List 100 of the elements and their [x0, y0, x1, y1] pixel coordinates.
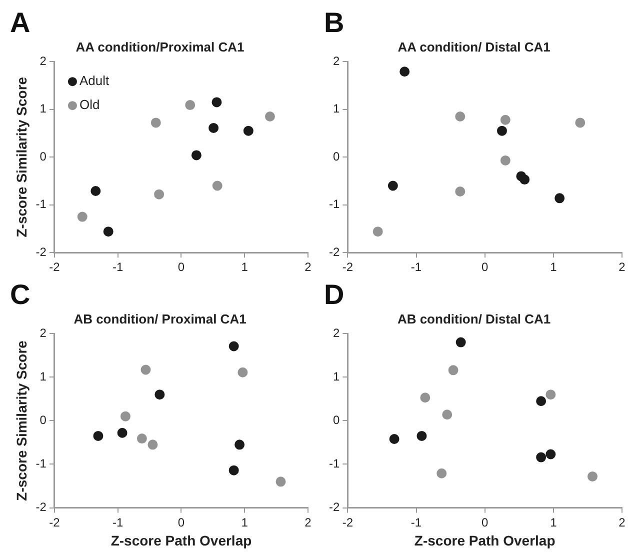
legend-label: Old: [79, 97, 100, 112]
y-tick-label: -1: [36, 197, 47, 212]
chart-title: AA condition/Proximal CA1: [76, 39, 244, 54]
point: [154, 189, 164, 200]
point: [154, 390, 165, 400]
point: [228, 341, 239, 352]
point: [420, 392, 430, 403]
x-tick-label: -2: [49, 260, 60, 274]
point: [448, 365, 458, 376]
point: [388, 180, 398, 191]
x-tick-label: -1: [112, 260, 124, 274]
y-tick-label: 1: [332, 102, 340, 116]
point: [575, 118, 586, 128]
x-tick-label: 2: [304, 515, 312, 530]
point: [436, 468, 447, 478]
point: [455, 186, 466, 196]
point: [546, 449, 556, 460]
point: [588, 471, 598, 482]
y-tick-label: 2: [332, 326, 340, 340]
x-tick-label: -1: [410, 515, 422, 530]
x-tick-label: 2: [618, 515, 626, 530]
point: [456, 337, 466, 348]
x-tick-label: 1: [241, 515, 248, 530]
point: [500, 155, 510, 166]
x-tick-label: 0: [178, 260, 185, 274]
chart-title: AA condition/ Distal CA1: [398, 39, 550, 54]
point: [276, 476, 286, 487]
point: [120, 411, 130, 422]
point: [77, 212, 88, 222]
point: [212, 97, 222, 108]
x-tick-label: -1: [410, 260, 422, 274]
x-tick-label: 0: [481, 515, 488, 530]
point: [416, 430, 427, 441]
point: [536, 452, 546, 462]
y-tick-label: -2: [329, 244, 340, 259]
chart-title: AB condition/ Proximal CA1: [74, 311, 246, 326]
point: [554, 193, 565, 204]
point: [546, 390, 556, 400]
point: [185, 100, 196, 110]
point: [389, 434, 400, 444]
x-axis-title: Z-score Path Overlap: [414, 532, 556, 548]
point: [496, 126, 507, 136]
y-tick-label: -2: [36, 244, 47, 259]
x-tick-label: 0: [178, 515, 185, 530]
legend-label: Adult: [79, 73, 110, 88]
text: A: [10, 7, 30, 38]
point: [455, 112, 466, 122]
y-tick-label: 1: [40, 369, 47, 384]
point: [140, 364, 151, 375]
x-tick-label: 1: [550, 260, 558, 274]
point: [103, 226, 114, 237]
y-axis-title: Z-score Similarity Score: [13, 76, 30, 238]
text: D: [324, 279, 344, 310]
point: [372, 226, 383, 237]
point: [536, 396, 546, 406]
point: [90, 186, 101, 196]
point: [93, 430, 104, 441]
y-tick-label: -1: [329, 456, 340, 471]
point: [191, 150, 202, 160]
y-tick-label: 0: [332, 149, 340, 164]
text: B: [324, 7, 344, 38]
y-tick-label: -1: [329, 197, 340, 212]
y-tick-label: 1: [332, 369, 340, 384]
y-tick-label: -1: [36, 456, 47, 471]
x-axis-title: Z-score Path Overlap: [110, 532, 252, 548]
point: [500, 114, 510, 125]
x-tick-label: -2: [342, 515, 354, 530]
text: C: [10, 279, 30, 310]
x-tick-label: 1: [550, 515, 558, 530]
point: [212, 180, 222, 191]
chart-title: AB condition/ Distal CA1: [397, 311, 551, 326]
point: [117, 428, 128, 438]
point: [136, 434, 147, 444]
x-tick-label: -2: [342, 260, 354, 274]
y-tick-label: 0: [40, 149, 47, 164]
x-tick-label: -1: [112, 515, 124, 530]
x-tick-label: 1: [241, 260, 248, 274]
point: [234, 440, 245, 450]
point: [228, 465, 239, 476]
x-tick-label: 2: [618, 260, 626, 274]
x-tick-label: 2: [304, 260, 312, 274]
point: [264, 112, 275, 122]
x-tick-label: -2: [49, 515, 60, 530]
y-tick-label: -2: [36, 500, 47, 514]
point: [150, 118, 161, 128]
y-tick-label: 2: [40, 326, 47, 340]
point: [400, 66, 410, 77]
x-tick-label: 0: [481, 260, 488, 274]
point: [243, 126, 254, 136]
y-tick-label: -2: [329, 500, 340, 514]
point: [148, 440, 158, 450]
y-tick-label: 0: [332, 413, 340, 428]
y-tick-label: 1: [40, 102, 47, 116]
point: [238, 367, 248, 378]
y-tick-label: 2: [332, 54, 340, 68]
point: [442, 410, 452, 420]
point: [208, 122, 219, 133]
y-axis-title: Z-score Similarity Score: [13, 340, 30, 501]
y-tick-label: 2: [40, 54, 47, 68]
y-tick-label: 0: [40, 413, 47, 428]
